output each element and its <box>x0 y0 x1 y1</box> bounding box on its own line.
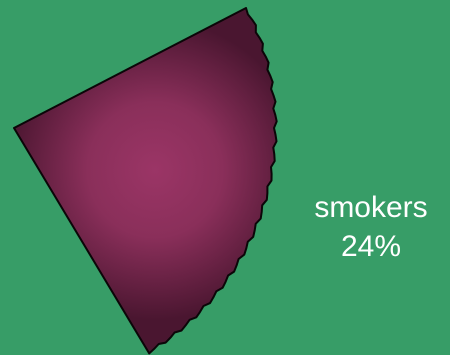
slice-label-value: 24% <box>340 230 402 263</box>
slice-label-smokers: smokers 24% <box>296 188 446 266</box>
slice-label-name: smokers <box>314 191 428 224</box>
pie-slice-smokers <box>13 7 278 355</box>
